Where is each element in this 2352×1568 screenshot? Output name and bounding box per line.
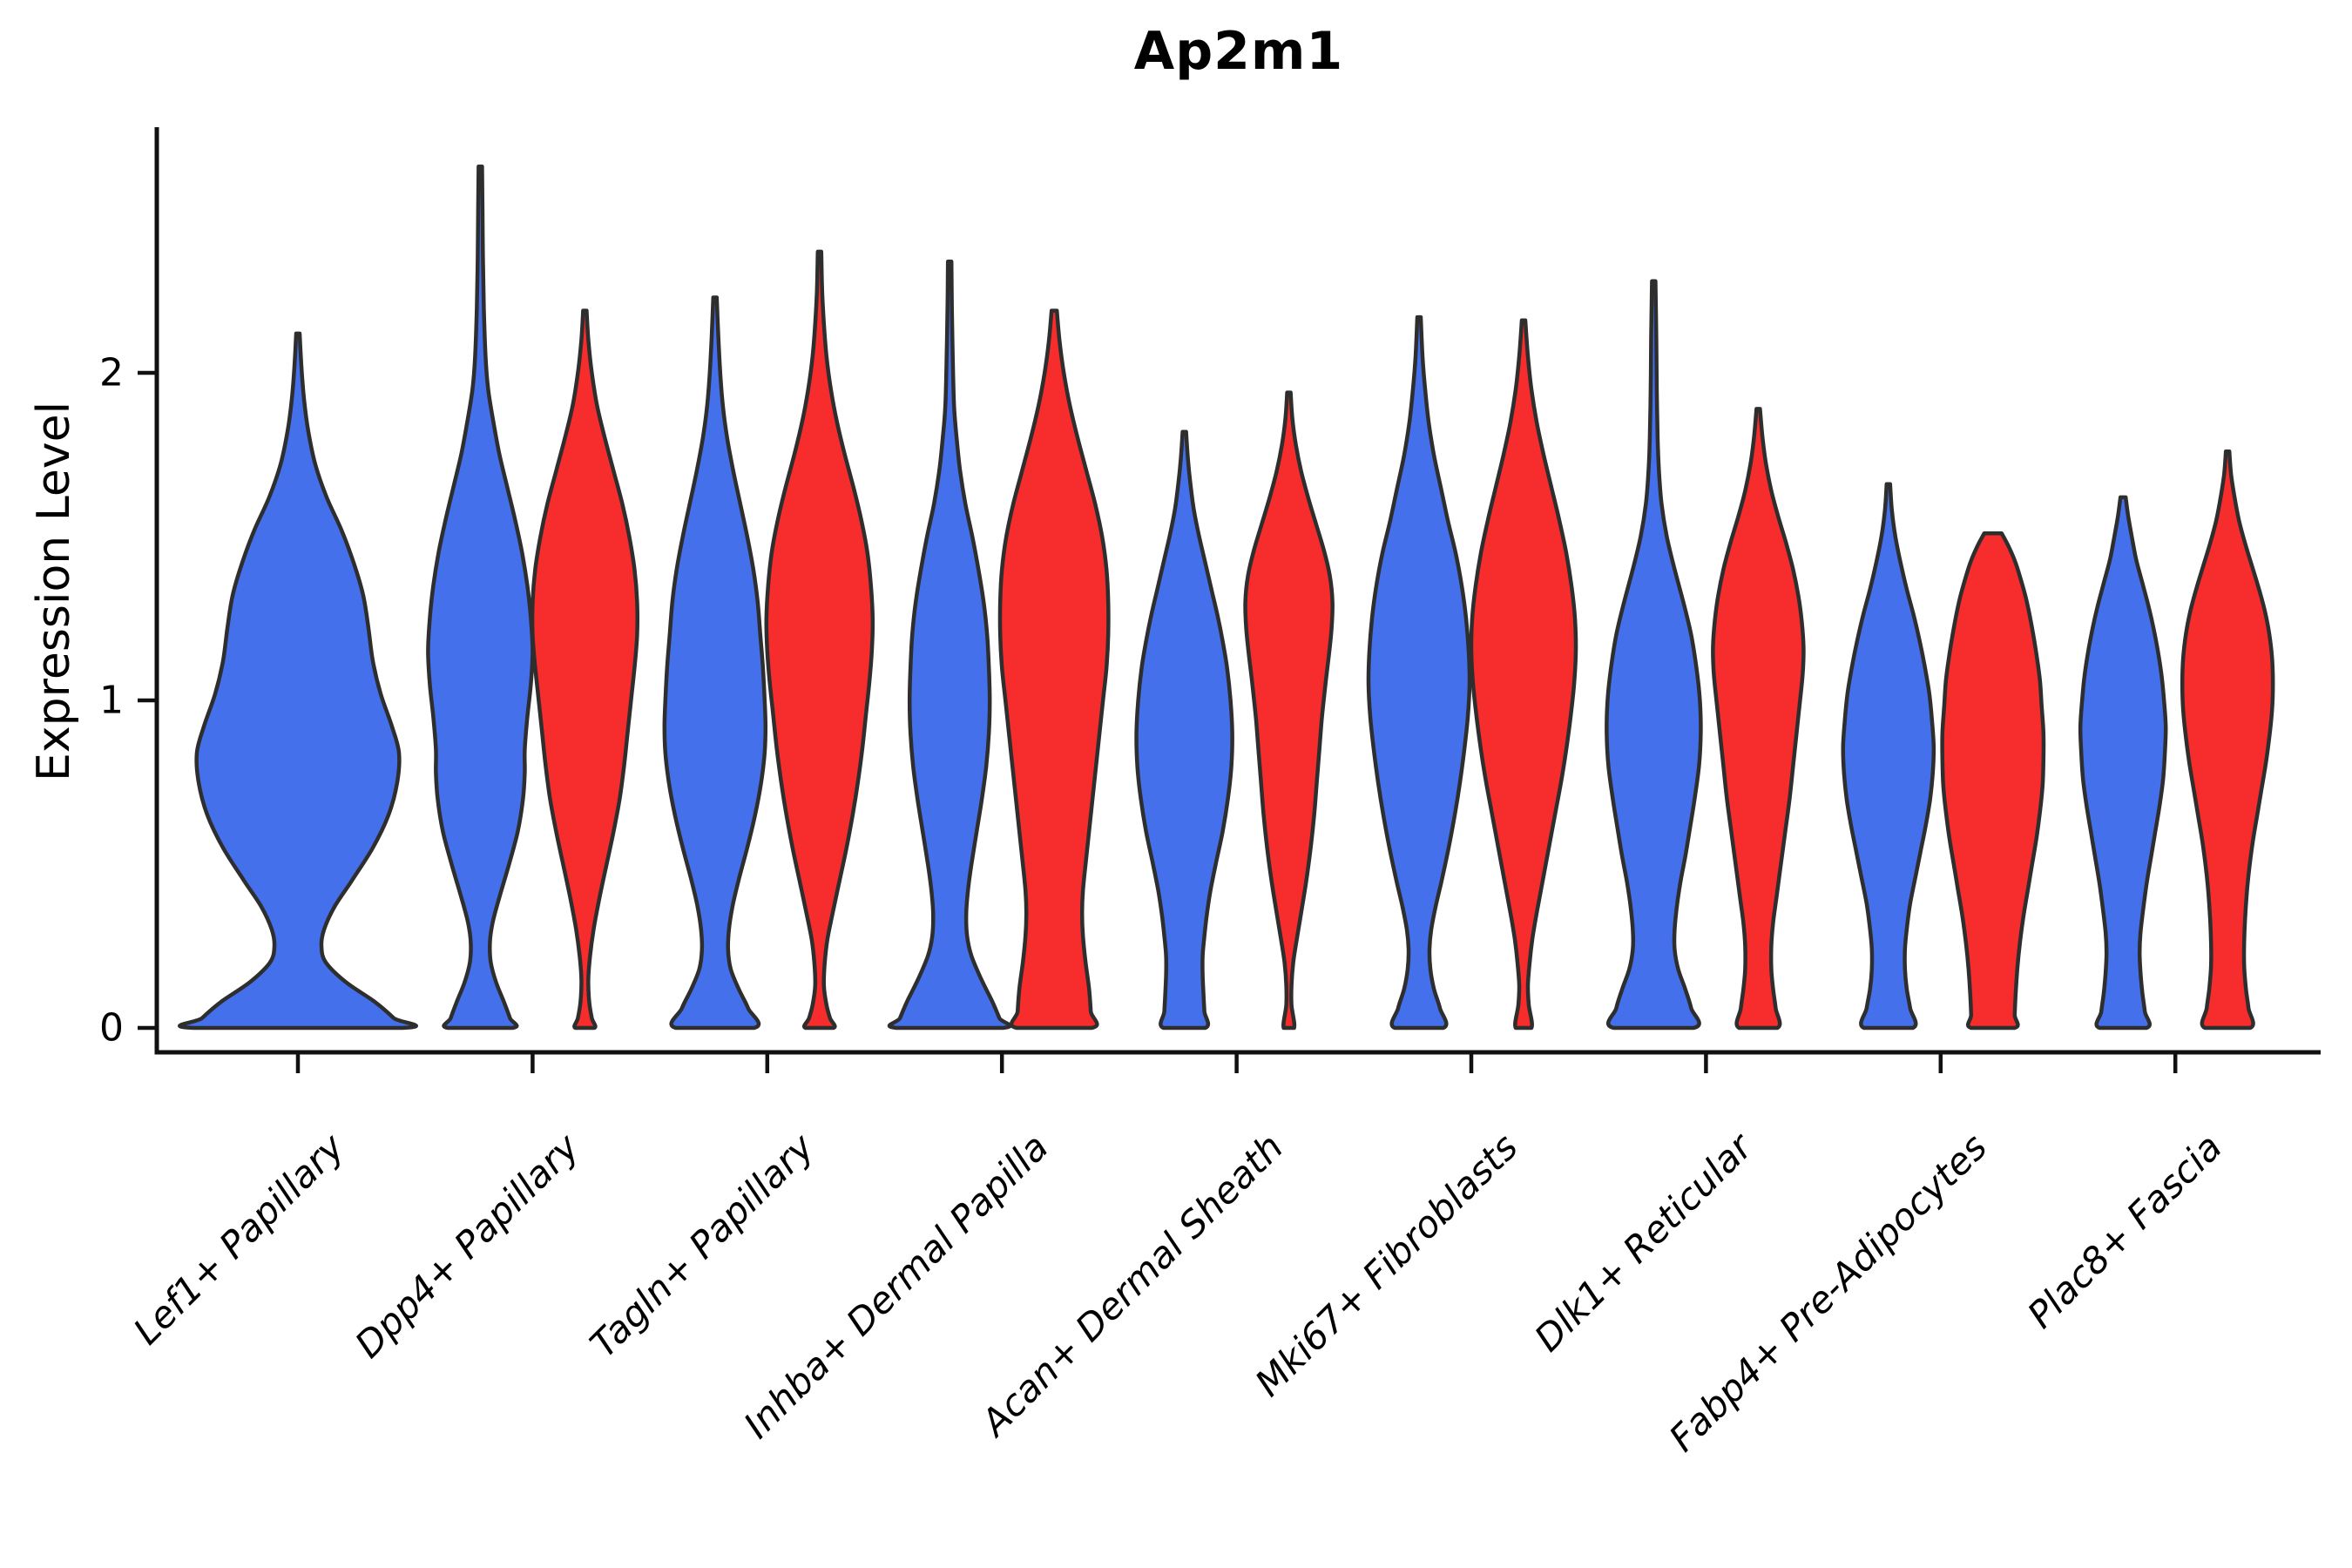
violin-tagln-papillary-blue xyxy=(662,295,768,1031)
violin-layer xyxy=(178,164,2275,1031)
violin-lef1-papillary-blue xyxy=(178,331,418,1031)
violin-plac8-fascia-red xyxy=(2180,449,2275,1031)
violin-fabp4-pre-adipocytes-blue xyxy=(1841,482,1936,1031)
violin-dlk1-reticular-blue xyxy=(1605,279,1703,1031)
violin-plac8-fascia-blue xyxy=(2078,495,2168,1031)
violin-inhba-dermal-papilla-blue xyxy=(887,259,1012,1031)
violin-fabp4-pre-adipocytes-red xyxy=(1940,531,2046,1031)
violin-acan-dermal-sheath-red xyxy=(1243,390,1335,1031)
violin-acan-dermal-sheath-blue xyxy=(1134,429,1234,1031)
chart-title: Ap2m1 xyxy=(1133,21,1344,82)
y-axis-label: Expression Level xyxy=(28,401,80,782)
violin-inhba-dermal-papilla-red xyxy=(997,308,1111,1031)
violin-dpp4-papillary-red xyxy=(530,308,640,1031)
y-tick-label: 2 xyxy=(99,350,124,395)
y-tick-label: 1 xyxy=(99,678,124,723)
violin-dlk1-reticular-red xyxy=(1711,407,1806,1031)
violin-mki67-fibroblasts-red xyxy=(1469,318,1578,1031)
violin-mki67-fibroblasts-blue xyxy=(1366,314,1472,1031)
violin-dpp4-papillary-blue xyxy=(426,164,535,1031)
violin-tagln-papillary-red xyxy=(764,249,875,1031)
axes-layer xyxy=(138,127,2321,1073)
y-tick-label: 0 xyxy=(99,1005,124,1051)
